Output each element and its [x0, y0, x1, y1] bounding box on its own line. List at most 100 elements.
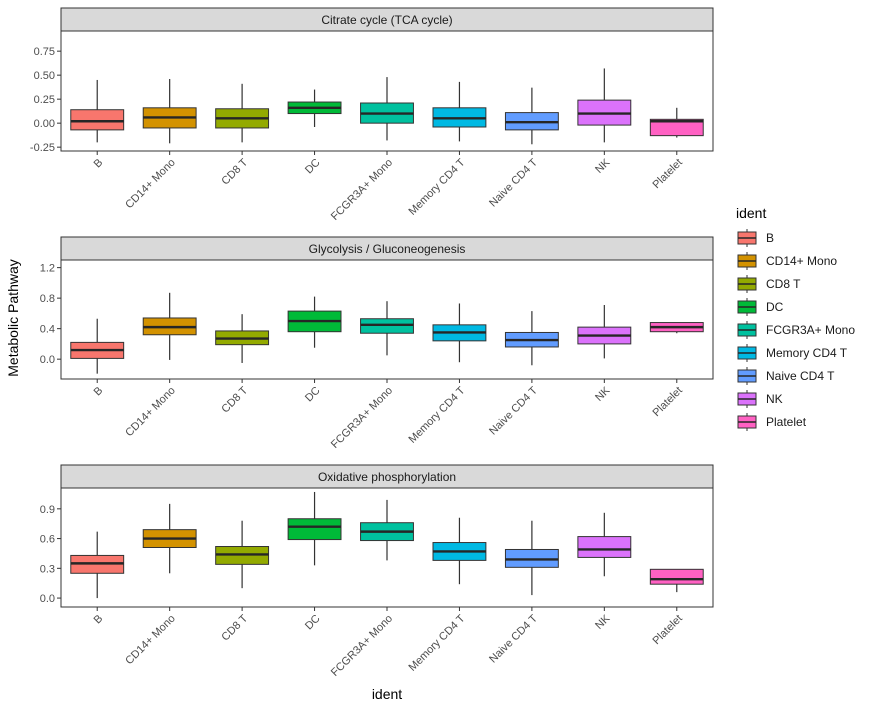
legend-label: DC [766, 300, 784, 314]
x-tick-label: CD8 T [219, 612, 250, 643]
box-dc [287, 296, 342, 348]
legend-item: Memory CD4 T [737, 344, 848, 362]
x-tick-label: Platelet [650, 613, 684, 647]
x-tick-label: CD14+ Mono [123, 385, 178, 440]
facet-strip-title: Oxidative phosphorylation [318, 470, 456, 484]
legend-label: CD14+ Mono [766, 254, 837, 268]
y-tick-label: 0.0 [40, 354, 55, 366]
facet-strip-title: Glycolysis / Gluconeogenesis [309, 242, 466, 256]
y-tick-label: 0.8 [40, 293, 55, 305]
box-memory-cd4-t [432, 303, 487, 363]
y-tick-label: 0.00 [34, 118, 55, 130]
facet-panels: Citrate cycle (TCA cycle) -0.25 0.00 0.25 0.… [30, 7, 714, 679]
y-tick-label: 0.50 [34, 70, 55, 82]
legend-label: Memory CD4 T [766, 346, 848, 360]
legend-item: FCGR3A+ Mono [737, 321, 855, 339]
legend-item: CD8 T [737, 275, 801, 293]
x-tick-label: B [92, 613, 106, 627]
x-tick-label: CD14+ Mono [123, 613, 178, 668]
legend-label: Naive CD4 T [766, 369, 835, 383]
x-tick-label: CD8 T [219, 384, 250, 415]
x-tick-label: NK [593, 384, 613, 404]
y-tick-label: -0.25 [30, 142, 55, 154]
box-platelet [649, 107, 704, 138]
box-iqr [287, 518, 342, 541]
x-tick-label: NK [593, 156, 613, 176]
x-tick-label: CD8 T [219, 156, 250, 187]
legend-item: B [737, 229, 774, 247]
x-tick-label: DC [303, 613, 323, 633]
x-tick-label: FCGR3A+ Mono [329, 157, 395, 223]
box-b [70, 79, 125, 143]
x-tick-label: Naive CD4 T [487, 612, 540, 665]
x-tick-label: Platelet [650, 157, 684, 191]
y-tick-label: 0.3 [40, 563, 55, 575]
x-tick-label: Memory CD4 T [406, 612, 467, 673]
x-tick-label: Naive CD4 T [487, 156, 540, 209]
box-b [70, 531, 125, 599]
x-tick-label: Naive CD4 T [487, 384, 540, 437]
y-tick-label: 0.75 [34, 46, 55, 58]
box-platelet [649, 322, 704, 334]
facet-panel-2: Glycolysis / Gluconeogenesis 0.0 0.4 0.8 1.2… [40, 236, 714, 451]
legend-label: NK [766, 392, 783, 406]
y-tick-label: 0.0 [40, 593, 55, 605]
box-nk [577, 512, 632, 577]
legend-item: Naive CD4 T [737, 367, 835, 385]
legend: ident B CD14+ Mono CD8 T DC FCGR3A+ Mono Memo… [736, 205, 855, 431]
x-tick-label: FCGR3A+ Mono [329, 613, 395, 679]
facet-strip-title: Citrate cycle (TCA cycle) [321, 13, 452, 27]
y-tick-label: 0.4 [40, 324, 55, 336]
box-nk [577, 68, 632, 143]
y-tick-label: 1.2 [40, 263, 55, 275]
x-tick-label: DC [303, 385, 323, 405]
x-tick-label: Platelet [650, 385, 684, 419]
legend-label: Platelet [766, 415, 807, 429]
y-axis-title: Metabolic Pathway [5, 259, 21, 377]
box-memory-cd4-t [432, 517, 487, 585]
box-naive-cd4-t [504, 87, 559, 145]
x-tick-label: B [92, 157, 106, 171]
box-b [70, 318, 125, 374]
box-iqr [577, 536, 632, 558]
y-tick-label: 0.25 [34, 94, 55, 106]
facet-panel-3: Oxidative phosphorylation 0.0 0.3 0.6 0.9 B CD… [40, 464, 714, 679]
legend-item: Platelet [737, 413, 807, 431]
x-tick-label: Memory CD4 T [406, 156, 467, 217]
box-naive-cd4-t [504, 520, 559, 596]
box-iqr [70, 109, 125, 131]
box-platelet [649, 568, 704, 593]
legend-item: CD14+ Mono [737, 252, 837, 270]
box-naive-cd4-t [504, 311, 559, 366]
box-iqr [649, 118, 704, 137]
box-cd14-mono [142, 503, 197, 574]
x-tick-label: B [92, 385, 106, 399]
box-memory-cd4-t [432, 81, 487, 142]
box-nk [577, 305, 632, 359]
y-tick-label: 0.6 [40, 534, 55, 546]
legend-item: DC [737, 298, 784, 316]
box-cd14-mono [142, 292, 197, 360]
box-cd8-t [215, 83, 270, 143]
x-tick-label: Memory CD4 T [406, 384, 467, 445]
facet-panel-1: Citrate cycle (TCA cycle) -0.25 0.00 0.25 0.… [30, 7, 714, 223]
box-fcgr3a-mono [360, 301, 414, 356]
box-fcgr3a-mono [360, 77, 414, 141]
box-dc [287, 491, 342, 566]
legend-label: FCGR3A+ Mono [766, 323, 855, 337]
x-axis-title: ident [372, 686, 402, 702]
legend-label: CD8 T [766, 277, 801, 291]
box-cd8-t [215, 314, 270, 363]
legend-title: ident [736, 205, 766, 221]
x-tick-label: CD14+ Mono [123, 157, 178, 212]
box-dc [287, 89, 342, 127]
box-cd14-mono [142, 79, 197, 144]
y-tick-label: 0.9 [40, 504, 55, 516]
x-tick-label: NK [593, 612, 613, 632]
legend-item: NK [737, 390, 783, 408]
box-fcgr3a-mono [360, 499, 414, 561]
legend-label: B [766, 231, 774, 245]
box-cd8-t [215, 520, 270, 589]
box-iqr [649, 568, 704, 585]
